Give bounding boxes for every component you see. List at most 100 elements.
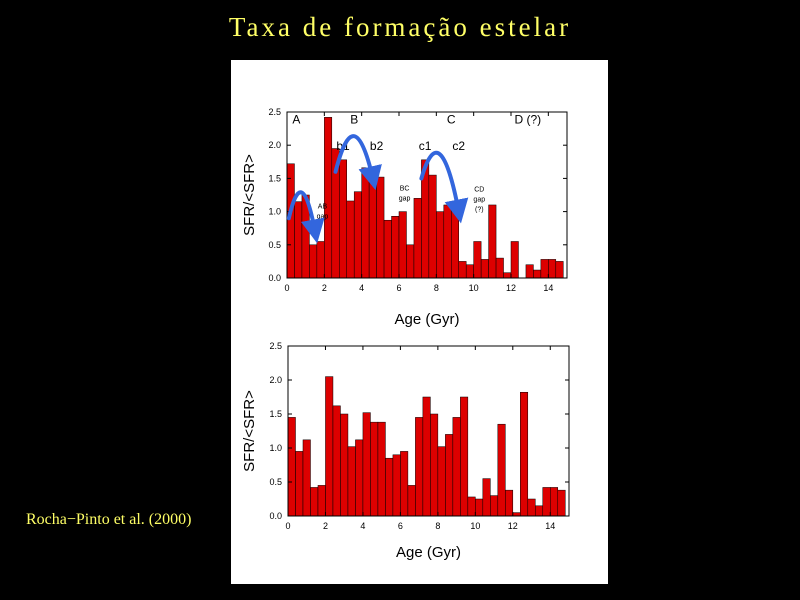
chart2-bar [385, 457, 394, 517]
chart2-bar [347, 446, 356, 517]
chart2-bar [392, 454, 401, 517]
chart1-bar [294, 201, 303, 279]
chart1-bar [436, 211, 445, 279]
chart1-y-tick-label: 1.0 [268, 207, 281, 217]
figure-panel: 0 2 4 6 8 10 12 14 0.0 0.5 1.0 1.5 2.0 2.5 Age (Gyr) SF… [231, 60, 608, 584]
chart2-bar [377, 421, 386, 517]
chart2-bar [407, 485, 416, 517]
chart1-bar [383, 219, 392, 279]
charts-svg: 0 2 4 6 8 10 12 14 0.0 0.5 1.0 1.5 2.0 2.5 Age (Gyr) SF… [241, 107, 570, 561]
chart2-x-tick-label: 10 [470, 521, 480, 531]
chart2-bar [310, 487, 319, 517]
chart2-bar [535, 505, 544, 517]
chart1-bar [413, 198, 422, 279]
chart2-bar [430, 413, 439, 517]
chart1-annotation: C [447, 113, 456, 127]
chart1-bar [533, 269, 542, 279]
chart1-x-axis-title: Age (Gyr) [394, 311, 459, 328]
chart2-bar [295, 451, 304, 517]
chart1-gap-label: gap [317, 213, 329, 220]
chart2-bar [355, 439, 364, 517]
chart2-x-tick-label: 8 [435, 521, 440, 531]
chart1-bar [309, 244, 318, 279]
chart1-bar [451, 206, 459, 279]
chart1-x-tick-label: 10 [469, 283, 479, 293]
chart1-bar [510, 241, 519, 279]
chart2-x-tick-label: 2 [323, 521, 328, 531]
chart1-bar [488, 204, 497, 279]
chart1-bar [286, 163, 295, 279]
chart2-bar [445, 434, 454, 517]
chart1-bar [391, 215, 400, 279]
chart2-bar [452, 417, 461, 517]
chart2-bar [490, 495, 499, 517]
chart1-bar [548, 259, 557, 279]
citation: Rocha−Pinto et al. (2000) [26, 511, 192, 528]
chart2-bar [497, 423, 506, 517]
chart1-x-tick-label: 4 [359, 283, 364, 293]
chart2-bar [362, 412, 371, 517]
chart2-x-tick-label: 0 [285, 521, 290, 531]
chart2-bar [542, 487, 551, 517]
chart2-x-tick-label: 6 [398, 521, 403, 531]
chart1-bar [495, 257, 504, 279]
chart2-y-tick-label: 2.0 [269, 375, 282, 385]
chart1-annotation: A [292, 113, 300, 127]
chart2-bar [467, 496, 476, 517]
chart2-bar [437, 446, 446, 517]
chart1-bar [398, 211, 407, 279]
chart1-curved-arrow [419, 150, 469, 224]
chart1-bar [339, 159, 347, 279]
slide-title: Taxa de formação estelar [228, 12, 572, 42]
chart1-annotation: c2 [452, 139, 465, 153]
chart2-bar [557, 489, 566, 517]
chart1-y-tick-label: 2.5 [268, 107, 281, 117]
chart1-y-tick-label: 0.0 [268, 273, 281, 283]
chart1-annotation: D (?) [514, 113, 541, 127]
chart1-bar [555, 261, 564, 279]
chart2-bar [415, 417, 424, 517]
chart2-bar [287, 417, 296, 517]
chart2-bar [422, 396, 431, 517]
chart2-bar [527, 498, 536, 517]
chart1-x-tick-label: 12 [506, 283, 516, 293]
chart2-bar [340, 413, 349, 517]
chart1-gap-label: BC [400, 185, 410, 192]
chart1-gap-label: CD [474, 187, 484, 194]
chart1-bar [316, 241, 325, 279]
chart1-plot-frame [286, 111, 568, 279]
chart2-bar [460, 396, 469, 517]
chart1-curved-arrow [286, 190, 325, 244]
chart1-bar [525, 264, 534, 279]
chart1-bar [458, 261, 467, 279]
chart2-bar [520, 391, 529, 517]
chart2-bar [400, 451, 409, 517]
chart2-bar [550, 487, 559, 517]
chart2-x-tick-label: 4 [360, 521, 365, 531]
chart1-gap-label: (?) [475, 207, 484, 214]
chart1-gap-label: gap [399, 195, 411, 202]
chart1-gap-label: AB [318, 203, 328, 210]
chart2-bar [325, 376, 334, 517]
chart1-x-tick-label: 14 [543, 283, 553, 293]
chart2-x-tick-label: 14 [545, 521, 555, 531]
chart2-bar [505, 489, 514, 517]
chart1-bar [473, 241, 482, 279]
chart1-annotation: c1 [419, 139, 432, 153]
chart2-plot-frame [287, 345, 570, 517]
chart2-bar [317, 485, 326, 517]
chart2-x-tick-label: 12 [508, 521, 518, 531]
chart1-annotation: B [350, 113, 358, 127]
chart1-x-tick-label: 8 [434, 283, 439, 293]
chart1-bar [465, 264, 474, 279]
chart2-bar [370, 421, 379, 517]
chart1-bar [353, 191, 362, 279]
chart1-bar [503, 272, 512, 279]
chart2-bar [512, 512, 521, 517]
chart1-bar [443, 204, 452, 279]
chart2-y-tick-label: 0.5 [269, 477, 282, 487]
chart1-bar [376, 176, 385, 279]
chart1-x-tick-label: 6 [396, 283, 401, 293]
chart1-bar [346, 200, 355, 279]
chart2-bar [475, 498, 484, 517]
